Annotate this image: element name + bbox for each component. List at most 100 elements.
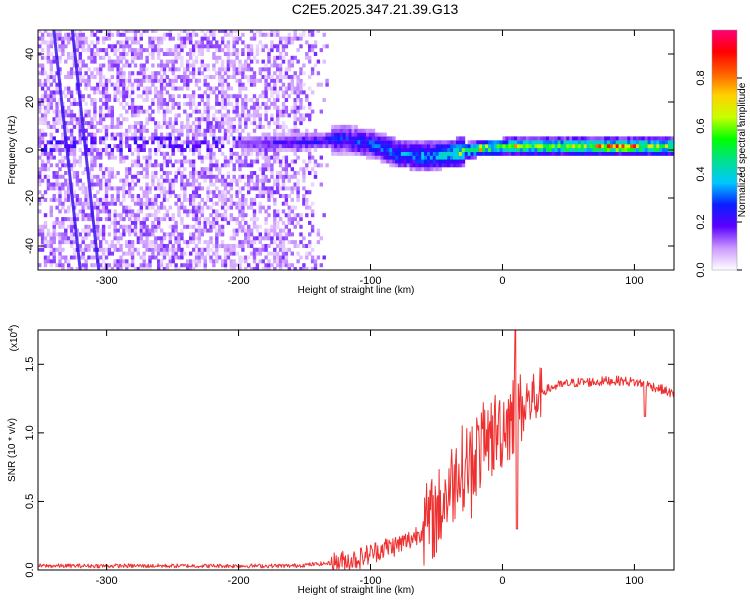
spectrogram-cell [136,201,141,206]
spectrogram-cell [151,101,155,106]
spectrogram-cell [392,159,396,164]
spectrogram-cell [238,86,242,91]
spectrogram-cell [531,140,535,145]
spectrogram-cell [278,132,283,137]
spectrogram-cell [432,151,437,156]
spectrogram-cell [58,259,62,264]
spectrogram-cell [357,140,361,145]
spectrogram-cell [75,171,80,175]
spectrogram-cell [130,213,135,218]
spectrogram-cell [49,101,53,106]
spectrogram-cell [159,101,164,106]
spectrogram-cell [159,90,164,95]
spectrogram-cell [281,236,286,241]
spectrogram-cell [220,201,225,206]
spectrogram-cell [177,232,181,237]
spectrogram-cell [284,148,289,152]
spectrogram-cell [180,59,184,64]
spectrogram-cell [383,140,387,145]
spectrogram-cell [418,167,422,172]
spectrogram-cell [316,255,321,260]
spectrogram-cell [72,117,77,122]
spectrogram-cell [223,67,228,72]
spectrogram-cell [238,90,242,95]
spectrogram-cell [177,36,181,41]
spectrogram-cell [458,148,463,152]
spectrogram-cell [90,186,94,191]
spectrogram-cell [212,30,216,33]
spectrogram-cell [273,132,277,137]
spectrogram-cell [69,240,74,245]
spectrogram-cell [145,159,149,164]
spectrogram-cell [125,240,129,245]
spectrogram-cell [133,140,138,145]
spectrogram-cell [458,151,463,156]
spectrogram-cell [308,59,312,64]
spectrogram-cell [284,155,289,160]
spectrogram-cell [194,136,199,141]
spectrogram-cell [238,244,242,248]
spectrogram-cell [191,32,196,37]
spectrogram-cell [189,201,193,206]
spectrogram-cell [281,36,286,41]
spectrogram-cell [273,63,277,68]
spectrogram-cell [55,128,59,133]
spectrogram-cell [267,67,271,72]
spectrogram-cell [220,36,225,41]
spectrogram-cell [116,30,120,33]
spectrogram-cell [52,75,56,79]
spectrogram-cell [72,240,77,245]
spectrogram-cell [601,140,605,145]
spectrogram-cell [424,140,428,145]
spectrogram-cell [159,236,164,241]
spectrogram-cell [55,117,59,122]
spectrogram-cell [162,197,167,202]
spectrogram-cell [409,140,413,145]
spectrogram-cell [148,155,152,160]
spectrogram-cell [508,136,512,141]
spectrogram-cell [203,78,207,83]
spectrogram-cell [90,263,94,268]
spectrogram-cell [46,167,51,172]
spectrogram-cell [154,213,158,218]
spectrogram-cell [328,140,332,145]
spectrogram-cell [235,263,239,268]
spectrogram-cell [81,255,85,260]
spectrogram-cell [334,144,338,149]
spectrogram-cell [273,220,277,225]
spectrogram-cell [209,148,213,152]
spectrogram-cell [482,140,486,145]
spectrogram-cell [212,144,216,149]
spectrogram-cell [215,59,219,64]
spectrogram-cell [130,124,135,129]
spectrogram-cell [78,117,82,122]
spectrogram-cell [119,247,123,252]
spectrogram-cell [165,75,170,79]
spectrogram-cell [215,240,219,245]
spectrogram-cell [461,159,466,164]
spectrogram-cell [261,132,265,137]
spectrogram-cell [284,259,289,264]
spectrogram-cell [325,44,329,49]
spectrogram-cell [40,178,45,183]
spectrogram-cell [171,228,175,233]
spectrogram-cell [130,228,135,233]
spectrogram-cell [235,159,239,164]
spectrogram-cell [607,140,611,145]
spectrogram-cell [255,148,260,152]
spectrogram-cell [447,155,451,160]
spectrogram-cell [264,78,268,83]
spectrogram-cell [302,136,306,141]
spectrogram-cell [319,182,323,187]
spectrogram-cell [249,105,254,110]
spectrogram-cell [276,67,280,72]
spectrogram-cell [38,30,42,33]
spectrogram-cell [171,224,175,229]
spectrogram-cell [104,182,109,187]
spectrogram-cell [206,86,210,91]
spectrogram-cell [264,255,268,260]
spectrogram-cell [218,48,222,53]
spectrogram-cell [229,121,233,126]
spectrogram-cell [601,151,605,156]
spectrogram-cell [49,98,53,102]
